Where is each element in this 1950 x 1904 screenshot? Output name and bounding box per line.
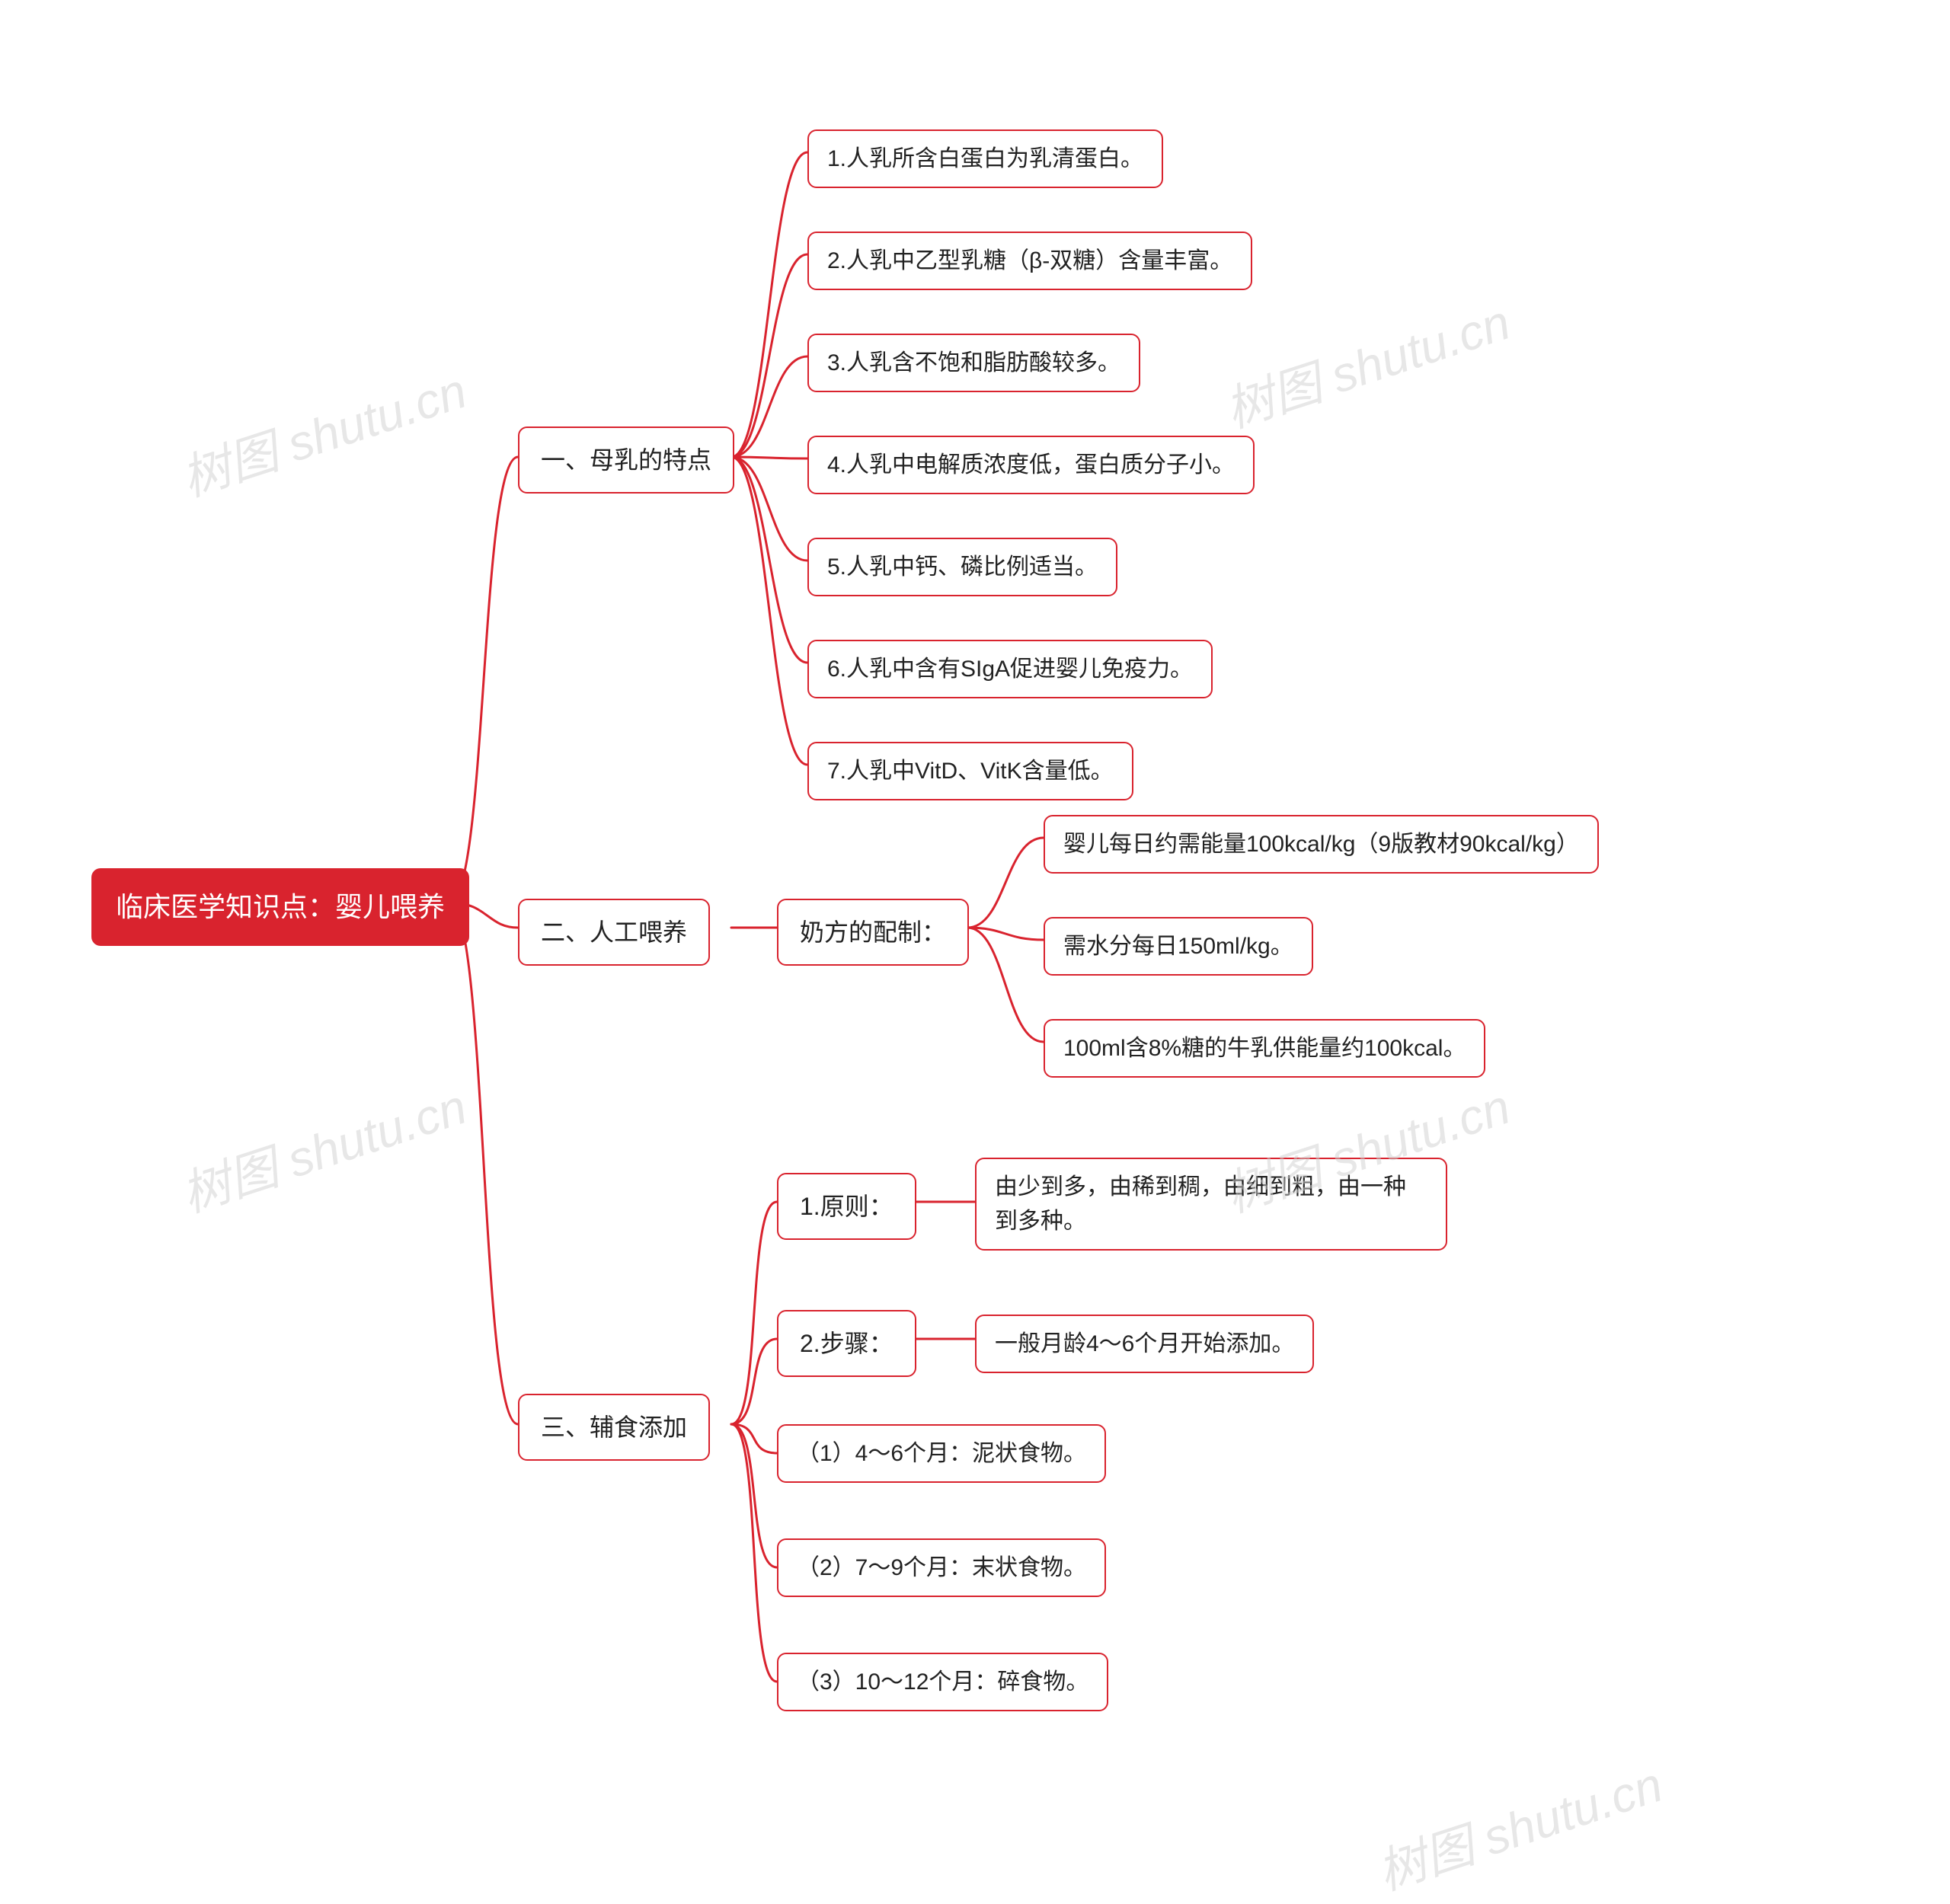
branch-1-leaf-2[interactable]: 3.人乳含不饱和脂肪酸较多。	[807, 334, 1140, 392]
branch-3-c1[interactable]: 1.原则：	[777, 1173, 916, 1240]
branch-1-leaf-0[interactable]: 1.人乳所含白蛋白为乳清蛋白。	[807, 129, 1163, 188]
branch-2-leaf-2[interactable]: 100ml含8%糖的牛乳供能量约100kcal。	[1044, 1019, 1485, 1078]
branch-3-c4[interactable]: （2）7～9个月：末状食物。	[777, 1538, 1106, 1597]
branch-3[interactable]: 三、辅食添加	[518, 1394, 710, 1461]
branch-3-c2-leaf[interactable]: 一般月龄4～6个月开始添加。	[975, 1315, 1314, 1373]
branch-2[interactable]: 二、人工喂养	[518, 899, 710, 966]
branch-2-leaf-0[interactable]: 婴儿每日约需能量100kcal/kg（9版教材90kcal/kg）	[1044, 815, 1599, 874]
watermark-1: 树图 shutu.cn	[1215, 283, 1517, 441]
branch-1-leaf-5[interactable]: 6.人乳中含有SIgA促进婴儿免疫力。	[807, 640, 1213, 698]
watermark-2: 树图 shutu.cn	[171, 1068, 474, 1225]
watermark-0: 树图 shutu.cn	[171, 352, 474, 510]
branch-1-leaf-6[interactable]: 7.人乳中VitD、VitK含量低。	[807, 742, 1133, 800]
branch-3-c3[interactable]: （1）4～6个月：泥状食物。	[777, 1424, 1106, 1483]
branch-1-leaf-4[interactable]: 5.人乳中钙、磷比例适当。	[807, 538, 1117, 596]
branch-1-leaf-3[interactable]: 4.人乳中电解质浓度低，蛋白质分子小。	[807, 436, 1255, 494]
root-node[interactable]: 临床医学知识点：婴儿喂养	[91, 868, 469, 946]
branch-1-leaf-1[interactable]: 2.人乳中乙型乳糖（β-双糖）含量丰富。	[807, 232, 1252, 290]
branch-2-leaf-1[interactable]: 需水分每日150ml/kg。	[1044, 917, 1313, 976]
branch-3-c1-leaf[interactable]: 由少到多，由稀到稠，由细到粗，由一种到多种。	[975, 1158, 1447, 1251]
branch-3-c5[interactable]: （3）10～12个月：碎食物。	[777, 1653, 1108, 1711]
branch-1[interactable]: 一、母乳的特点	[518, 426, 734, 494]
branch-2-mid[interactable]: 奶方的配制：	[777, 899, 969, 966]
watermark-4: 树图 shutu.cn	[1367, 1746, 1670, 1903]
branch-3-c2[interactable]: 2.步骤：	[777, 1310, 916, 1377]
